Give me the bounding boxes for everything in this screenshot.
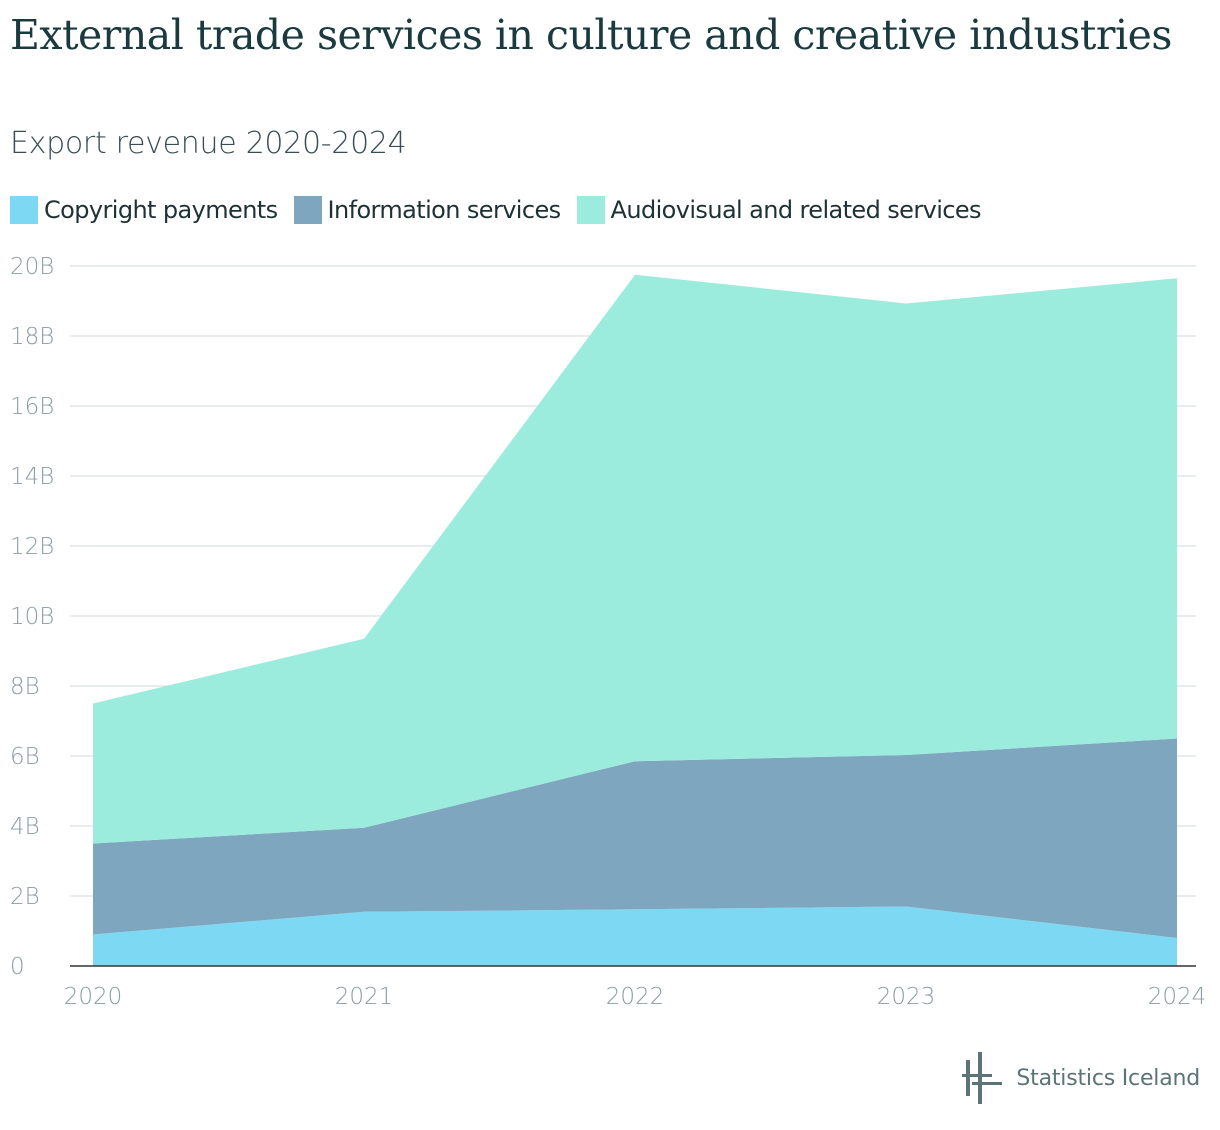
x-tick-label: 2022 (606, 984, 665, 1010)
chart-legend: Copyright payments Information services … (10, 192, 997, 228)
y-tick-label: 8B (10, 674, 40, 700)
logo-text: Statistics Iceland (1016, 1065, 1200, 1091)
x-tick-label: 2020 (64, 984, 123, 1010)
y-tick-label: 16B (10, 394, 54, 420)
legend-item-audiovisual[interactable]: Audiovisual and related services (576, 196, 982, 224)
legend-swatch-audiovisual (576, 196, 605, 224)
y-tick-label: 10B (10, 604, 54, 630)
legend-item-copyright[interactable]: Copyright payments (10, 196, 278, 224)
axes: 2020 2021 2022 2023 2024 (64, 965, 1207, 1010)
y-tick-label: 4B (10, 814, 40, 840)
x-tick-label: 2023 (877, 984, 936, 1010)
x-tick-label: 2024 (1148, 984, 1207, 1010)
area-series (93, 274, 1177, 966)
y-tick-label: 18B (10, 324, 54, 350)
y-tick-label: 14B (10, 464, 54, 490)
legend-item-information[interactable]: Information services (293, 196, 562, 224)
area-audiovisual-services (93, 274, 1177, 844)
statistics-iceland-logo[interactable]: Statistics Iceland (962, 1050, 1200, 1106)
statistics-iceland-logo-icon (962, 1052, 1003, 1104)
y-tick-label: 2B (10, 884, 40, 910)
y-tick-label: 12B (10, 534, 54, 560)
y-tick-label: 0 (10, 954, 25, 980)
y-tick-label: 20B (10, 254, 54, 280)
chart-title: External trade services in culture and c… (10, 11, 1172, 59)
chart-subtitle: Export revenue 2020-2024 (10, 126, 407, 161)
area-information-services (93, 738, 1177, 938)
legend-swatch-information (293, 196, 322, 224)
area-copyright-payments (93, 906, 1177, 966)
x-tick-label: 2021 (335, 984, 394, 1010)
legend-label-audiovisual: Audiovisual and related services (610, 196, 982, 224)
stacked-area-chart: 0 2B 4B 6B 8B 10B 12B 14B 16B 18B 20B 2020 2021 2022… (10, 254, 1207, 1010)
legend-label-information: Information services (327, 196, 562, 224)
legend-label-copyright: Copyright payments (44, 196, 278, 224)
legend-swatch-copyright (10, 196, 38, 224)
y-tick-label: 6B (10, 744, 40, 770)
